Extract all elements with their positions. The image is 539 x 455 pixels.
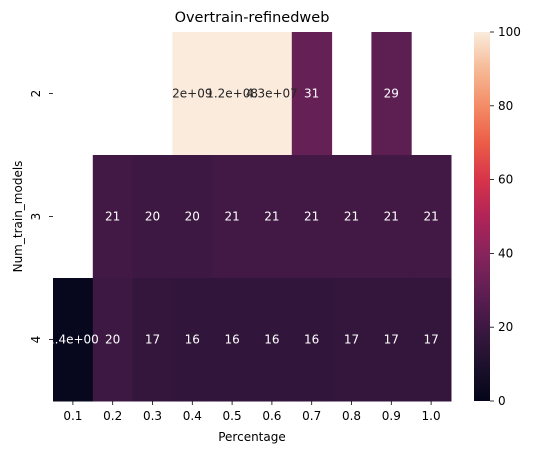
cell-value-label: 21 — [344, 210, 359, 224]
x-axis-label: Percentage — [218, 430, 286, 444]
x-tick-label: 0.8 — [342, 409, 361, 423]
x-tick-label: 0.6 — [262, 409, 281, 423]
x-tick-label: 0.1 — [63, 409, 82, 423]
cell-value-label: 20 — [145, 210, 160, 224]
colorbar — [474, 32, 490, 401]
cell-value-label: 1.4e+00 — [47, 333, 99, 347]
heatmap-cell — [252, 278, 293, 402]
cell-value-label: 16 — [224, 333, 239, 347]
colorbar-tick-label: 20 — [498, 320, 513, 334]
cell-value-label: 21 — [384, 210, 399, 224]
heatmap-cell — [291, 32, 333, 156]
heatmap-cell — [371, 155, 412, 279]
heatmap-cell — [411, 278, 452, 402]
cell-value-label: 29 — [384, 87, 399, 101]
heatmap-cell — [411, 155, 452, 279]
colorbar-ticks: 0 20 40 60 80 100 — [490, 25, 521, 408]
heatmap-cell — [291, 278, 333, 402]
y-tick-label: 2 — [29, 90, 43, 98]
cell-value-label: 17 — [423, 333, 438, 347]
chart-title: Overtrain-refinedweb — [175, 10, 330, 26]
heatmap-cell — [371, 278, 412, 402]
cell-value-label: 17 — [145, 333, 160, 347]
x-tick-label: 0.9 — [382, 409, 401, 423]
heatmap-cell — [132, 155, 173, 279]
x-tick-label: 0.3 — [143, 409, 162, 423]
heatmap-cell-labels: 2e+091.2e+084.3e+07 31 29 21 20 20 21 21 21 21 21 2… — [47, 87, 439, 347]
x-tick-label: 0.5 — [223, 409, 242, 423]
cell-value-label: 4.3e+07 — [246, 87, 298, 101]
y-tick-label: 3 — [29, 213, 43, 221]
y-axis-label: Num_train_models — [11, 161, 25, 273]
heatmap-cell — [172, 32, 213, 156]
cell-value-label: 21 — [423, 210, 438, 224]
cell-value-label: 21 — [264, 210, 279, 224]
cell-value-label: 16 — [185, 333, 200, 347]
cell-value-label: 21 — [304, 210, 319, 224]
cell-value-label: 20 — [185, 210, 200, 224]
heatmap-cell — [331, 155, 372, 279]
colorbar-tick-label: 0 — [498, 394, 506, 408]
cell-value-label: 2e+09 — [172, 87, 212, 101]
cell-value-label: 31 — [304, 87, 319, 101]
heatmap-cell — [132, 278, 173, 402]
heatmap-cell — [212, 278, 253, 402]
cell-value-label: 17 — [384, 333, 399, 347]
heatmap-cell — [53, 278, 94, 402]
heatmap-cell — [172, 155, 213, 279]
heatmap-cell — [252, 155, 293, 279]
x-tick-label: 0.7 — [302, 409, 321, 423]
heatmap-cell — [291, 155, 333, 279]
heatmap-cell — [212, 155, 253, 279]
heatmap-cell — [172, 278, 213, 402]
colorbar-tick-label: 60 — [498, 173, 513, 187]
cell-value-label: 21 — [105, 210, 120, 224]
heatmap-cell — [212, 32, 253, 156]
cell-value-label: 16 — [304, 333, 319, 347]
x-tick-label: 0.4 — [183, 409, 202, 423]
x-tick-label: 0.2 — [103, 409, 122, 423]
heatmap-cell — [371, 32, 412, 156]
heatmap-cell — [92, 155, 134, 279]
colorbar-tick-label: 80 — [498, 99, 513, 113]
cell-value-label: 1.2e+08 — [206, 87, 258, 101]
heatmap-cells — [53, 32, 452, 402]
cell-value-label: 20 — [105, 333, 120, 347]
heatmap-cell — [331, 278, 372, 402]
colorbar-tick-label: 100 — [498, 25, 521, 39]
y-axis: 2 3 4 — [29, 90, 53, 344]
heatmap-cell — [252, 32, 293, 156]
cell-value-label: 16 — [264, 333, 279, 347]
heatmap-cell — [92, 278, 134, 402]
colorbar-tick-label: 40 — [498, 246, 513, 260]
cell-value-label: 17 — [344, 333, 359, 347]
x-tick-label: 1.0 — [422, 409, 441, 423]
y-tick-label: 4 — [29, 336, 43, 344]
x-axis: 0.1 0.2 0.3 0.4 0.5 0.6 0.7 0.8 0.9 1.0 — [63, 401, 441, 423]
cell-value-label: 21 — [224, 210, 239, 224]
